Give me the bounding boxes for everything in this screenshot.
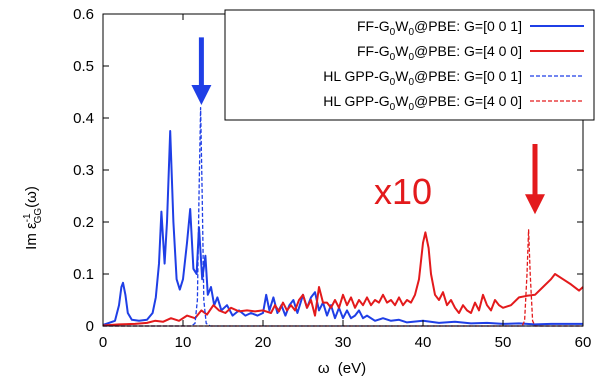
series-line-2	[102, 231, 584, 327]
x-axis-label-symbol: ω	[318, 360, 330, 377]
x-tick-label: 60	[575, 334, 592, 351]
series-line-1	[102, 130, 583, 326]
y-tick-label: 0	[86, 318, 94, 335]
legend-entry-1: FF-G0W0@PBE: G=[0 0 1]	[357, 18, 584, 38]
y-tick-label: 0.6	[73, 6, 94, 23]
y-tick-label: 0.1	[73, 266, 94, 283]
y-axis-label-tail: (ω)	[23, 186, 40, 208]
legend-label: HL GPP-G0W0@PBE: G=[4 0 0]	[323, 93, 522, 113]
x-tick-label: 50	[495, 334, 512, 351]
legend-label: FF-G0W0@PBE: G=[4 0 0]	[357, 43, 522, 63]
y-tick-label: 0.4	[73, 110, 94, 127]
series-line-3	[103, 106, 583, 327]
arrow-2	[525, 144, 545, 215]
x10-annotation: x10	[374, 171, 432, 212]
x-tick-label: 10	[175, 334, 192, 351]
y-axis-label: Im ε-1GG(ω)	[22, 186, 44, 250]
tick-layer: 0 10 20 30 40 50 60 0 0.1 0.2 0.3 0.4 0.5 0.6	[73, 6, 591, 351]
x-tick-label: 30	[335, 334, 352, 351]
x-tick-label: 20	[255, 334, 272, 351]
legend-entry-2: FF-G0W0@PBE: G=[4 0 0]	[357, 43, 584, 63]
legend: FF-G0W0@PBE: G=[0 0 1] FF-G0W0@PBE: G=[4 …	[224, 9, 595, 121]
x-tick-label: 40	[415, 334, 432, 351]
y-axis-label-base: Im ε	[23, 222, 40, 250]
legend-entry-4: HL GPP-G0W0@PBE: G=[4 0 0]	[323, 93, 584, 113]
legend-entries: FF-G0W0@PBE: G=[0 0 1] FF-G0W0@PBE: G=[4 …	[323, 18, 584, 113]
y-tick-label: 0.3	[73, 162, 94, 179]
legend-label: HL GPP-G0W0@PBE: G=[0 0 1]	[323, 68, 522, 88]
legend-label: FF-G0W0@PBE: G=[0 0 1]	[357, 18, 522, 38]
y-axis-label-sup: -1	[22, 213, 33, 222]
arrow-1	[191, 37, 212, 105]
y-tick-label: 0.2	[73, 214, 94, 231]
x-axis-label: ω (eV)	[318, 360, 366, 377]
legend-entry-3: HL GPP-G0W0@PBE: G=[0 0 1]	[323, 68, 584, 88]
arrow-layer	[191, 37, 545, 215]
x-tick-label: 0	[99, 334, 107, 351]
x-axis-label-unit: (eV)	[338, 360, 366, 377]
series-line-4	[103, 229, 583, 327]
y-tick-label: 0.5	[73, 58, 94, 75]
y-axis-label-sub: GG	[33, 208, 44, 224]
series-layer	[102, 106, 584, 327]
legend-box	[224, 9, 595, 121]
